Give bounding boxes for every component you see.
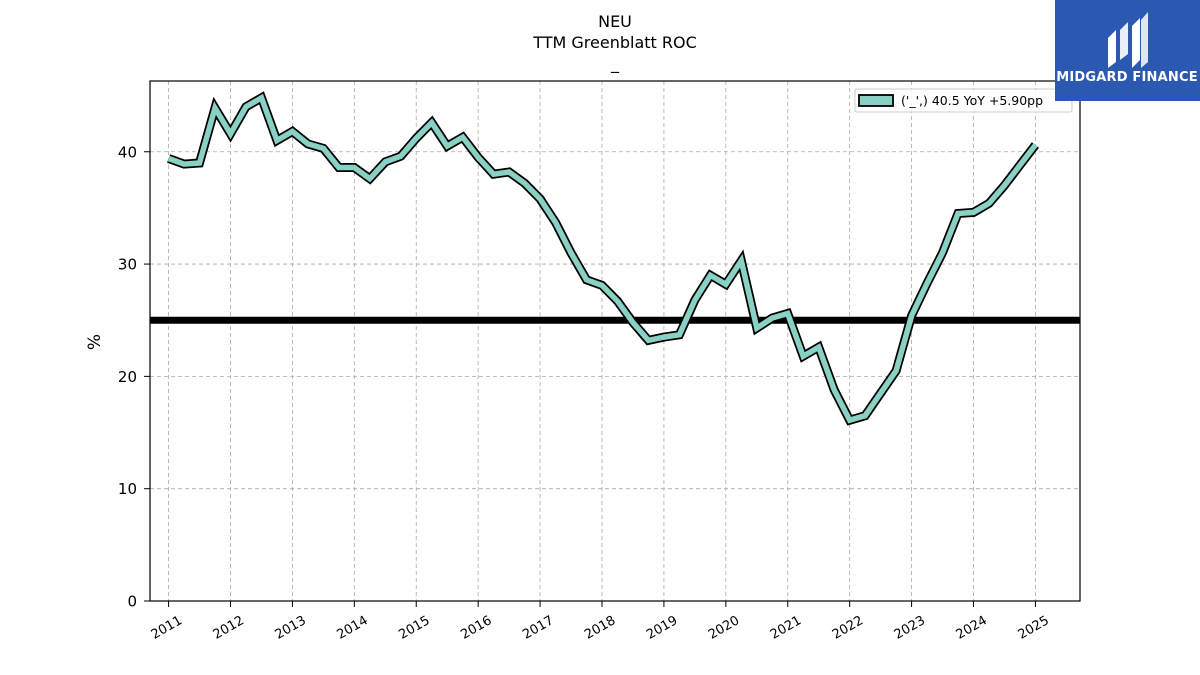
chart-title-line-3: _ [610,54,620,74]
x-tick-label: 2015 [396,613,432,643]
y-tick-label: 10 [118,480,137,498]
x-tick-label: 2011 [149,613,185,643]
legend-swatch [858,94,894,107]
x-tick-label: 2020 [706,613,742,643]
x-tick-label: 2025 [1016,613,1052,643]
x-tick-label: 2017 [520,613,556,643]
chart-title-line-2: TTM Greenblatt ROC [532,33,697,52]
y-tick-label: 20 [118,368,137,386]
y-axis: 0 10 20 30 40 [118,143,150,611]
chart-title-line-1: NEU [598,12,632,31]
x-tick-label: 2016 [458,613,494,643]
x-tick-label: 2023 [892,613,928,643]
x-axis: 2011 2012 2013 2014 2015 2016 2017 2018 2019 2020… [149,601,1052,643]
logo-mark-icon [1108,12,1148,68]
x-tick-label: 2014 [334,613,370,643]
series-line [167,93,1038,424]
legend-entry-label: ('_',) 40.5 YoY +5.90pp [901,93,1043,108]
x-tick-label: 2012 [211,613,247,643]
x-tick-label: 2019 [644,613,680,643]
grid-lines [150,81,1080,602]
x-tick-label: 2022 [830,613,866,643]
midgard-finance-logo: MIDGARD FINANCE [1055,0,1200,101]
series-layer [167,91,1039,426]
logo-wordmark: MIDGARD FINANCE [1056,70,1198,85]
x-tick-label: 2024 [954,613,990,643]
y-tick-label: 30 [118,256,137,274]
y-axis-label: % [85,334,105,350]
y-tick-label: 40 [118,143,137,161]
plot-area-frame [149,80,1081,602]
x-tick-label: 2018 [582,613,618,643]
chart-title: NEU TTM Greenblatt ROC _ [532,12,697,74]
y-tick-label: 0 [127,593,137,611]
x-tick-label: 2021 [768,613,804,643]
x-tick-label: 2013 [273,613,309,643]
legend: ('_',) 40.5 YoY +5.90pp [854,88,1073,113]
